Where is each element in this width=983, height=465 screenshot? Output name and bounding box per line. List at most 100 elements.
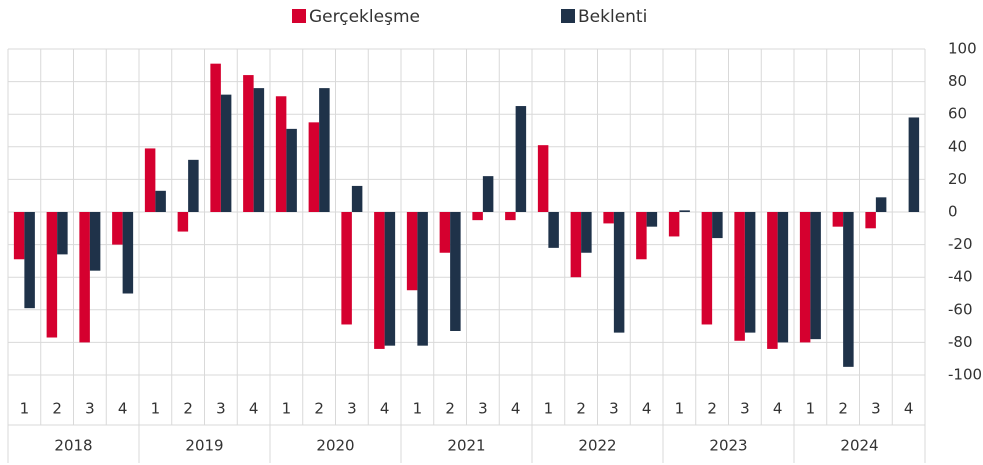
bar (13, 212, 25, 260)
x-tick-label: 2 (707, 400, 717, 418)
x-tick-label: 4 (118, 400, 128, 418)
bar (417, 212, 428, 346)
bar (548, 212, 559, 248)
y-tick-label: -80 (948, 333, 973, 351)
x-tick-label: 4 (380, 400, 390, 418)
x-tick-label: 1 (151, 400, 161, 418)
bar (799, 212, 811, 343)
bar (220, 94, 232, 212)
y-tick-label: -100 (948, 366, 982, 384)
x-group-label: 2018 (54, 437, 92, 455)
bar (603, 212, 614, 224)
bar (286, 128, 297, 212)
x-group-label: 2024 (840, 437, 878, 455)
x-tick-label: 3 (740, 400, 750, 418)
bar (505, 212, 516, 221)
x-tick-label: 1 (806, 400, 816, 418)
x-tick-label: 2 (576, 400, 586, 418)
x-group-label: 2020 (316, 437, 354, 455)
bar (155, 190, 166, 212)
bar (843, 212, 854, 367)
bar (581, 212, 592, 253)
legend-label: Beklenti (578, 7, 647, 27)
bar (636, 212, 647, 260)
x-tick-label: 3 (85, 400, 95, 418)
x-tick-label: 4 (904, 400, 914, 418)
bar (832, 212, 844, 227)
bar (188, 159, 199, 212)
x-tick-label: 1 (413, 400, 423, 418)
bar (908, 117, 920, 212)
x-tick-label: 1 (544, 400, 554, 418)
bar (406, 212, 418, 291)
x-tick-label: 4 (511, 400, 521, 418)
x-tick-label: 1 (282, 400, 292, 418)
y-tick-label: 40 (948, 137, 967, 155)
bar (613, 212, 625, 333)
bar (341, 212, 352, 325)
x-group-label: 2021 (447, 437, 485, 455)
bar (515, 106, 527, 212)
bar (253, 88, 265, 212)
bar (777, 212, 789, 343)
x-tick-label: 3 (609, 400, 619, 418)
bar (46, 212, 58, 338)
bar (144, 148, 156, 212)
bar (865, 212, 876, 229)
bar (734, 212, 745, 341)
x-tick-label: 2 (445, 400, 455, 418)
bar (537, 145, 549, 212)
bar (439, 212, 451, 253)
x-group-label: 2019 (185, 437, 223, 455)
y-tick-label: -20 (948, 235, 973, 253)
y-tick-label: 60 (948, 105, 967, 123)
bar (384, 212, 396, 346)
legend-label: Gerçekleşme (309, 7, 420, 27)
bar (679, 210, 690, 212)
x-group-label: 2022 (578, 437, 616, 455)
y-tick-label: -60 (948, 300, 973, 318)
bar (24, 212, 35, 309)
y-tick-label: 20 (948, 170, 967, 188)
bar (646, 212, 658, 227)
bar (712, 212, 723, 239)
bar (450, 212, 461, 331)
bar (275, 96, 287, 212)
x-tick-label: 2 (838, 400, 848, 418)
y-tick-label: 100 (948, 40, 977, 58)
bar (482, 176, 494, 212)
bar (112, 212, 123, 245)
y-tick-label: -40 (948, 268, 973, 286)
bar (243, 75, 254, 212)
y-tick-label: 0 (948, 203, 958, 221)
bar (810, 212, 821, 340)
bar (351, 185, 363, 212)
bar (57, 212, 68, 255)
bar (875, 197, 887, 212)
bar (319, 88, 330, 212)
x-tick-label: 3 (347, 400, 357, 418)
bar (668, 212, 680, 237)
bar (122, 212, 134, 294)
x-tick-label: 1 (20, 400, 30, 418)
bar (177, 212, 189, 232)
bar (767, 212, 778, 349)
x-tick-label: 3 (871, 400, 881, 418)
x-tick-label: 2 (183, 400, 193, 418)
x-tick-label: 4 (249, 400, 259, 418)
legend-swatch (561, 9, 575, 23)
bar (374, 212, 385, 349)
bar (570, 212, 582, 278)
x-group-label: 2023 (709, 437, 747, 455)
bar (472, 212, 483, 221)
bar (701, 212, 713, 325)
x-tick-label: 1 (675, 400, 685, 418)
bar (744, 212, 756, 333)
x-tick-label: 2 (52, 400, 62, 418)
x-tick-label: 3 (478, 400, 488, 418)
bar (210, 63, 221, 212)
bar (79, 212, 90, 343)
x-tick-label: 4 (773, 400, 783, 418)
bar (89, 212, 101, 271)
